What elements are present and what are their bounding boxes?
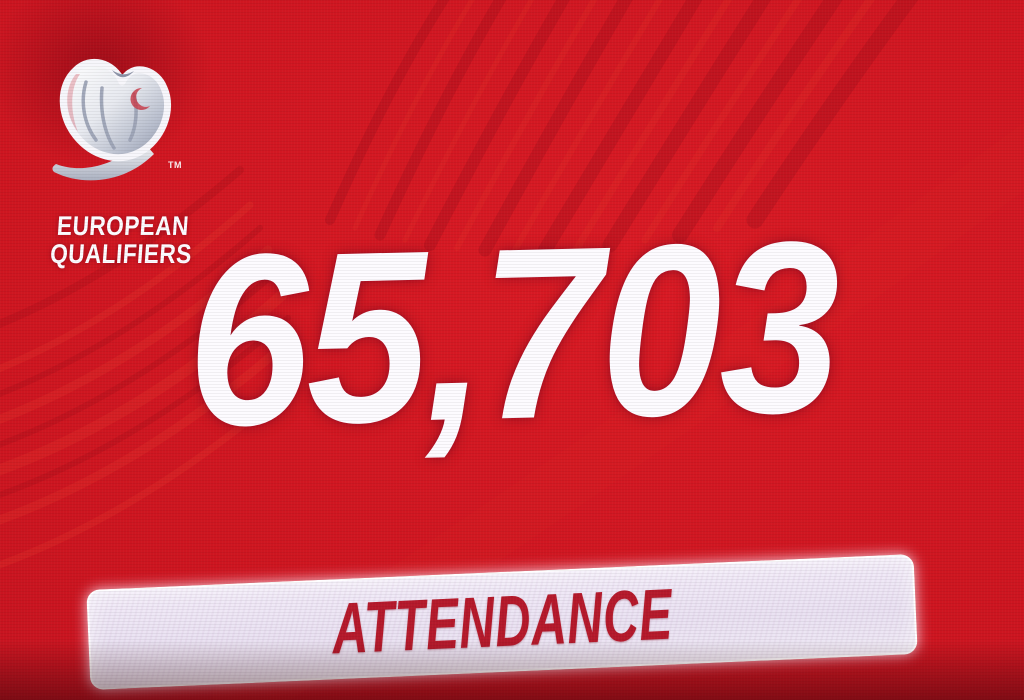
european-qualifiers-logo: TM EUROPEAN QUALIFIERS <box>22 44 222 269</box>
attendance-value: 65,703 <box>183 189 841 478</box>
bottom-edge-shadow <box>0 640 1024 700</box>
logo-heart-jersey-icon <box>52 58 171 181</box>
logo-trademark: TM <box>168 160 182 170</box>
